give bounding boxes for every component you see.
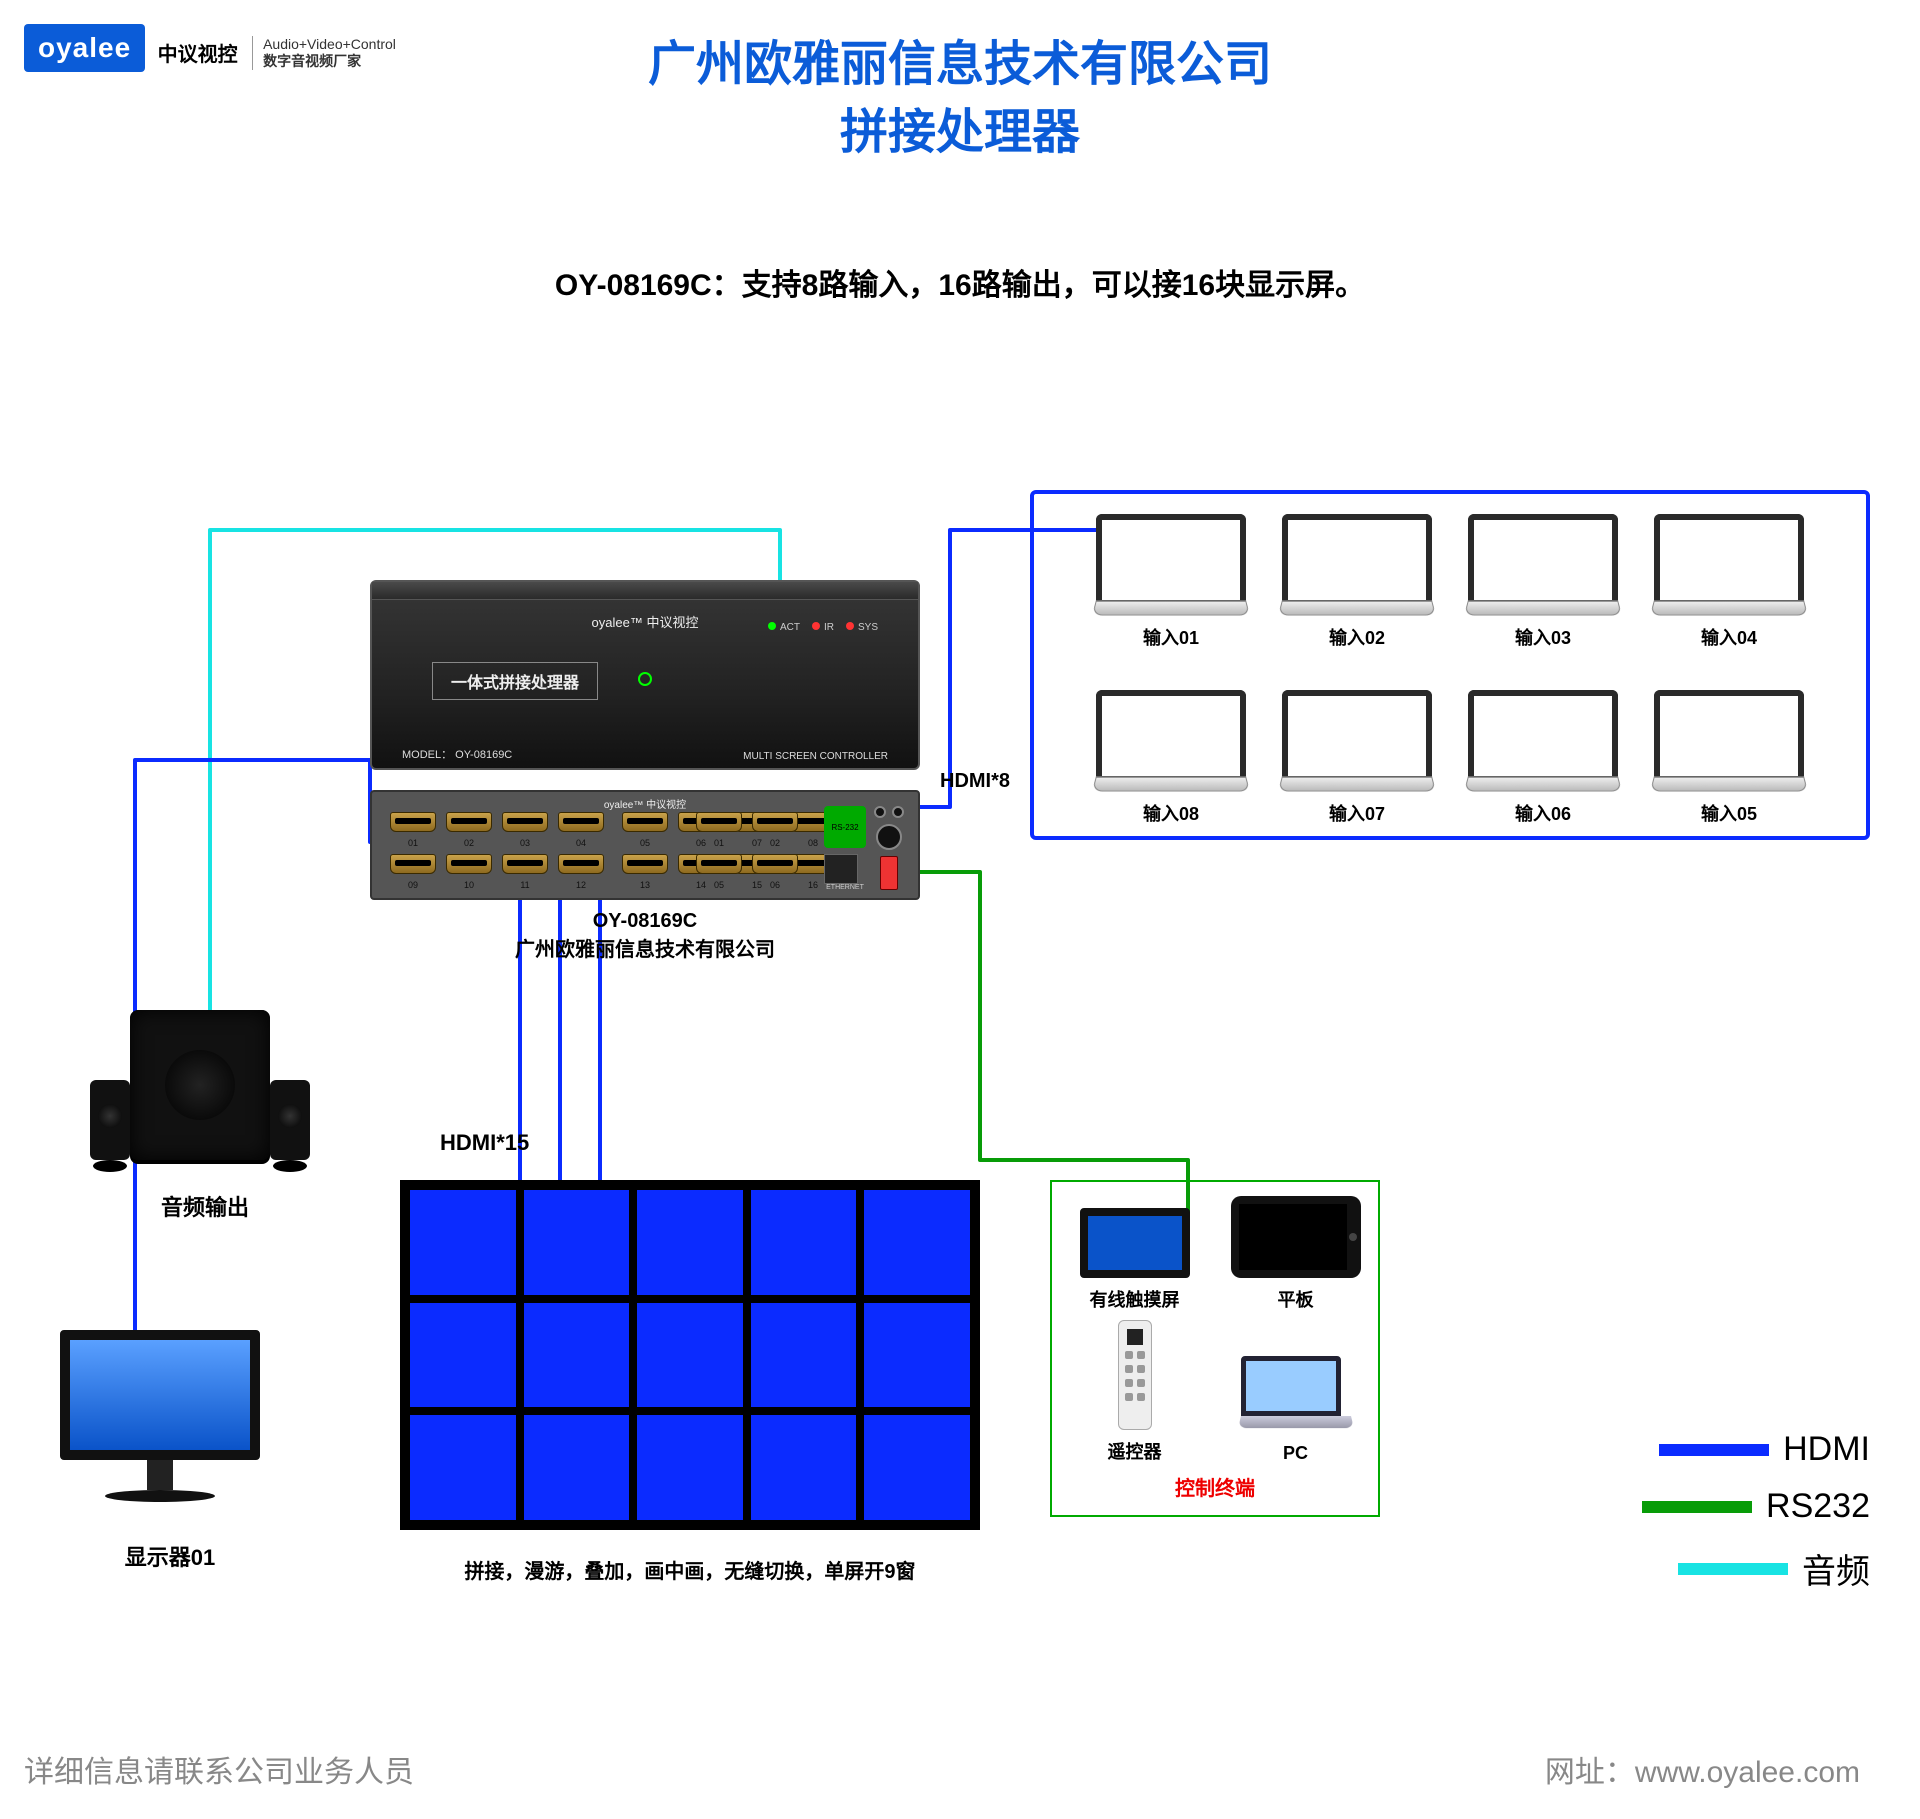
device-model-text: MODEL： OY-08169C (402, 746, 512, 762)
wall-panel (633, 1411, 747, 1524)
remote-icon (1118, 1320, 1152, 1430)
ir-hole-icon (638, 672, 652, 686)
legend-rs232: RS232 (1570, 1487, 1870, 1526)
laptop-icon: 输入06 (1468, 690, 1618, 826)
rs232-port-icon: RS-232 (824, 806, 866, 848)
page-title-line2: 拼接处理器 (0, 92, 1920, 162)
laptop-icon: 输入02 (1282, 514, 1432, 650)
speaker-left-icon (90, 1080, 130, 1160)
control-terminal-box: 有线触摸屏 平板 遥控器 PC 控制终端 (1050, 1180, 1380, 1517)
wall-panel (633, 1299, 747, 1412)
device-controller-text: MULTI SCREEN CONTROLLER (743, 751, 888, 762)
footer-right: 网址：www.oyalee.com (1545, 1747, 1860, 1791)
wall-panel (520, 1411, 634, 1524)
laptop-icon: 输入05 (1654, 690, 1804, 826)
laptop-icon: 输入01 (1096, 514, 1246, 650)
device-leds: ACT IR SYS (768, 622, 878, 633)
wall-panel (406, 1186, 520, 1299)
legend: HDMI RS232 音频 (1570, 1430, 1870, 1611)
wall-panel (747, 1186, 861, 1299)
subtitle: OY-08169C：支持8路输入，16路输出，可以接16块显示屏。 (0, 260, 1920, 304)
page-title-line1: 广州欧雅丽信息技术有限公司 (0, 24, 1920, 94)
laptop-icon: 输入07 (1282, 690, 1432, 826)
wall-panel (860, 1411, 974, 1524)
wall-panel (520, 1186, 634, 1299)
output-ports-group: 01020304 09101112 (390, 812, 604, 890)
tablet-icon (1231, 1196, 1361, 1278)
monitor01-label: 显示器01 (60, 1540, 280, 1572)
device-back: oyalee™ 中议视控 01020304 09101112 05060708 … (370, 790, 920, 900)
wall-panel (406, 1411, 520, 1524)
wall-caption: 拼接，漫游，叠加，画中画，无缝切换，单屏开9窗 (360, 1555, 1020, 1584)
wall-panel (406, 1299, 520, 1412)
device-front: oyalee™ 中议视控 一体式拼接处理器 ACT IR SYS MODEL： … (370, 580, 920, 770)
back-right-cluster: RS-232 ETHERNET (824, 806, 904, 891)
laptop-icon: 输入03 (1468, 514, 1618, 650)
inputs-box: 输入01 输入02 输入03 输入04 输入08 输入07 输入06 输入05 (1030, 490, 1870, 840)
monitor01-icon (60, 1330, 260, 1502)
audio-out-label: 音频输出 (90, 1190, 320, 1222)
laptop-icon: 输入08 (1096, 690, 1246, 826)
power-switch-icon (880, 856, 898, 890)
touchscreen-icon (1080, 1208, 1190, 1278)
wall-panel (747, 1299, 861, 1412)
wall-panel (860, 1186, 974, 1299)
device-front-label: 一体式拼接处理器 (432, 662, 598, 700)
device-caption: OY-08169C 广州欧雅丽信息技术有限公司 (480, 910, 810, 962)
control-title: 控制终端 (1175, 1472, 1255, 1501)
wall-panel (520, 1299, 634, 1412)
inputs-row-2: 输入08 输入07 输入06 输入05 (1054, 690, 1846, 826)
inputs-row-1: 输入01 输入02 输入03 输入04 (1054, 514, 1846, 650)
hdmi-in-label: HDMI*8 (940, 770, 1010, 793)
video-wall (400, 1180, 980, 1530)
audio-jack-icon (874, 806, 904, 818)
legend-audio: 音频 (1570, 1544, 1870, 1593)
input-ports-group: 0102 0506 (696, 812, 798, 890)
laptop-icon: 输入04 (1654, 514, 1804, 650)
ethernet-port-icon (824, 854, 858, 884)
subwoofer-icon (130, 1010, 270, 1160)
speakers-group (90, 1010, 310, 1160)
pc-icon (1241, 1356, 1351, 1430)
legend-hdmi: HDMI (1570, 1430, 1870, 1469)
footer-left: 详细信息请联系公司业务人员 (24, 1747, 414, 1791)
power-socket-icon (876, 824, 902, 850)
wall-panel (747, 1411, 861, 1524)
device-brand: oyalee™ 中议视控 (592, 612, 699, 631)
wall-panel (860, 1299, 974, 1412)
speaker-right-icon (270, 1080, 310, 1160)
hdmi-out-label: HDMI*15 (440, 1130, 529, 1156)
wall-panel (633, 1186, 747, 1299)
